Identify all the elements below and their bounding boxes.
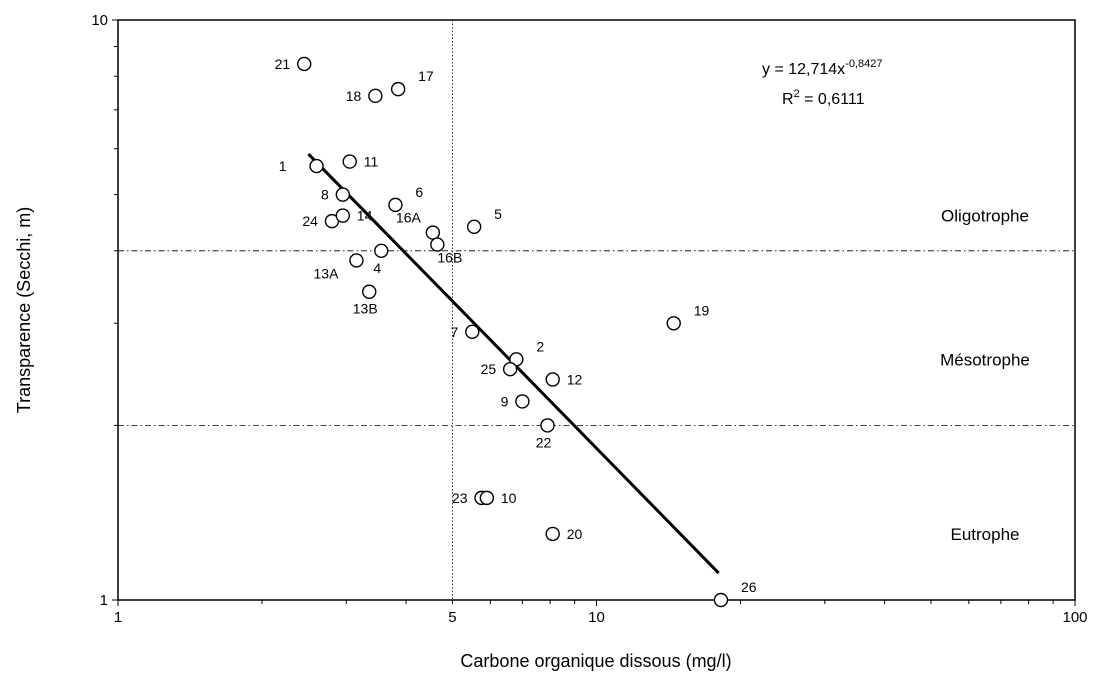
point-label: 12 [567, 371, 583, 387]
data-point [388, 197, 403, 213]
point-label: 26 [741, 579, 757, 595]
x-tick-label: 5 [448, 609, 456, 626]
point-label: 16A [396, 210, 422, 226]
trendline-r2: R2 = 0,6111 [782, 88, 865, 108]
point-label: 24 [302, 213, 318, 229]
data-point [479, 490, 495, 506]
data-point [297, 56, 312, 72]
y-axis-title: Transparence (Secchi, m) [14, 207, 34, 413]
axis-ticks: 1 5 10 100 1 10 [91, 12, 1087, 626]
data-point [713, 592, 729, 608]
trendline-equation: y = 12,714x-0,8427 [762, 58, 882, 78]
data-point [349, 253, 364, 268]
data-point [425, 225, 441, 240]
point-label: 5 [494, 206, 502, 222]
y-tick-label: 10 [91, 12, 108, 29]
point-label: 16B [437, 250, 462, 266]
point-label: 8 [321, 187, 329, 203]
data-point [362, 284, 377, 299]
data-point [335, 208, 351, 223]
point-label: 25 [481, 361, 497, 377]
point-label: 11 [364, 154, 379, 170]
data-point [502, 361, 518, 377]
data-point [465, 324, 480, 340]
data-point [515, 394, 530, 409]
point-label: 13B [353, 301, 378, 317]
point-label: 6 [415, 184, 423, 200]
point-label: 17 [418, 68, 434, 84]
data-point [368, 88, 383, 104]
point-label: 19 [694, 302, 710, 318]
data-point [545, 372, 560, 387]
data-point [390, 81, 406, 97]
reference-lines [118, 20, 1075, 600]
point-label: 13A [314, 265, 340, 281]
data-point [540, 418, 555, 433]
point-label: 10 [501, 490, 517, 506]
x-tick-label: 1 [114, 609, 122, 626]
point-label: 7 [450, 324, 458, 340]
zone-labels: Oligotrophe Mésotrophe Eutrophe [940, 207, 1030, 544]
data-point [374, 243, 389, 259]
x-tick-label: 100 [1062, 609, 1087, 626]
point-label: 14 [357, 208, 373, 224]
x-tick-label: 10 [588, 609, 605, 626]
plot-frame [117, 19, 1076, 601]
data-point [342, 154, 357, 169]
point-label: 1 [279, 158, 287, 174]
point-label: 23 [452, 490, 468, 506]
point-label: 21 [275, 56, 291, 72]
data-point [666, 316, 681, 331]
data-point [466, 219, 482, 234]
point-label: 22 [536, 434, 552, 450]
zone-label: Mésotrophe [940, 350, 1030, 369]
zone-label: Eutrophe [951, 525, 1020, 544]
point-label: 4 [373, 260, 381, 276]
data-point [545, 526, 560, 542]
data-point [309, 158, 324, 174]
x-axis-title: Carbone organique dissous (mg/l) [460, 651, 731, 671]
point-label: 2 [536, 338, 544, 354]
y-tick-label: 1 [100, 592, 108, 609]
data-point [430, 237, 445, 252]
point-label: 9 [501, 393, 509, 409]
point-label: 18 [346, 88, 362, 104]
trendline-exponent: -0,8427 [845, 58, 882, 70]
zone-label: Oligotrophe [941, 207, 1029, 226]
data-point [335, 187, 351, 202]
point-label: 20 [567, 526, 583, 542]
